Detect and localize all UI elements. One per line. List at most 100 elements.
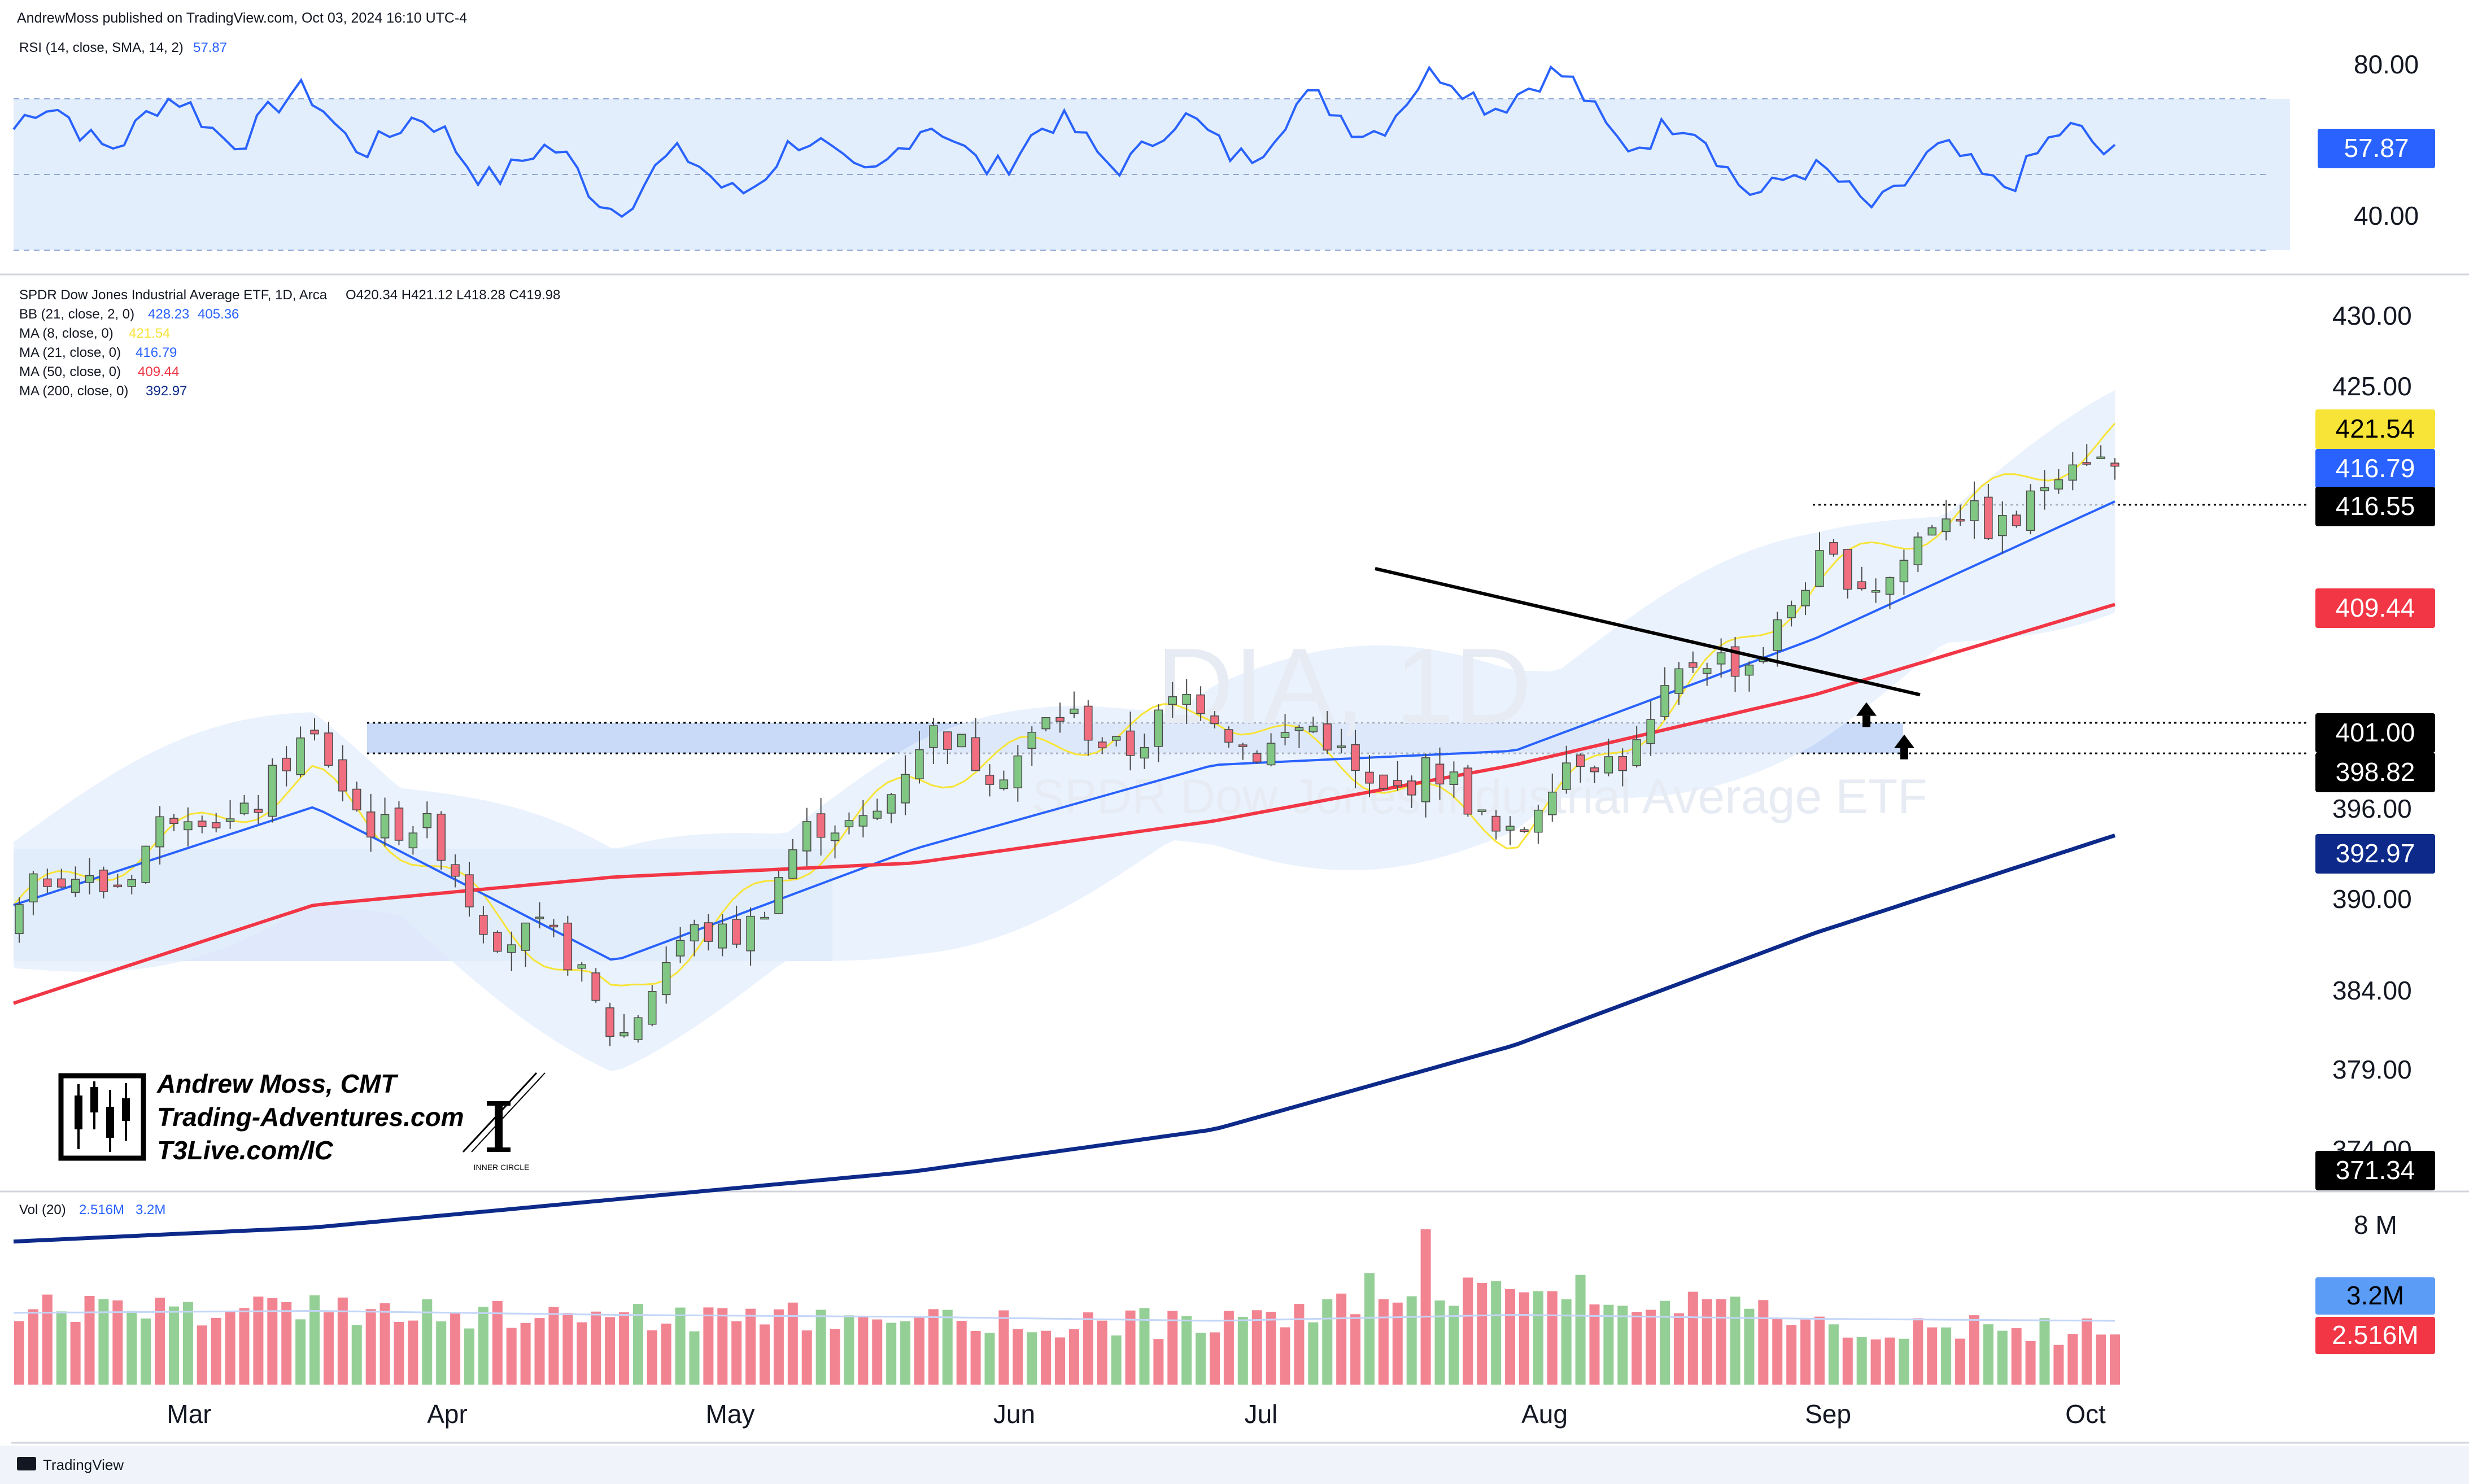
rsi-axis: 80.00 40.00 xyxy=(2354,50,2419,230)
ma8-legend-label: MA (8, close, 0) xyxy=(19,326,114,341)
candle-body xyxy=(71,879,80,893)
candle-body xyxy=(394,808,404,841)
volume-bar xyxy=(337,1297,348,1385)
volume-bar xyxy=(1955,1338,1966,1385)
candle-body xyxy=(2082,462,2091,465)
volume-bar xyxy=(1505,1289,1516,1385)
candle-body xyxy=(1182,693,1191,705)
volume-ma-line xyxy=(13,1310,2115,1322)
candle-body xyxy=(1224,729,1233,743)
volume-bar xyxy=(1758,1300,1769,1385)
bb-legend-upper: 428.23 xyxy=(148,307,189,322)
price-axis-label: 425.00 xyxy=(2332,372,2412,401)
volume-bar xyxy=(1308,1322,1319,1385)
price-legend: SPDR Dow Jones Industrial Average ETF, 1… xyxy=(19,287,560,399)
candle-body xyxy=(1744,664,1754,676)
candle-body xyxy=(2054,479,2064,490)
volume-bar xyxy=(1167,1311,1178,1385)
ma200-legend-value: 392.97 xyxy=(146,383,187,399)
candle-body xyxy=(1070,708,1079,714)
rsi-legend-value: 57.87 xyxy=(193,40,227,55)
volume-bar xyxy=(801,1330,812,1385)
volume-bar xyxy=(1856,1337,1867,1385)
candle-body xyxy=(366,811,376,838)
price-badges: 421.54 416.79 416.55 409.44 401.00 398.8… xyxy=(2315,409,2435,1190)
candle-body xyxy=(493,932,502,952)
candle-body xyxy=(1843,548,1852,590)
volume-bar xyxy=(1097,1320,1107,1385)
price-badge-ma21: 416.79 xyxy=(2315,449,2435,488)
svg-text:57.87: 57.87 xyxy=(2344,133,2409,163)
volume-bar xyxy=(1927,1327,1938,1385)
ma8-line xyxy=(12,422,2116,987)
volume-bar xyxy=(351,1325,362,1385)
time-label: May xyxy=(706,1399,755,1429)
candle-body xyxy=(1252,753,1262,763)
volume-bar xyxy=(2110,1334,2120,1385)
candle-body xyxy=(1590,767,1599,772)
candle-body xyxy=(563,922,573,971)
volume-bar xyxy=(126,1311,137,1385)
author-link: T3Live.com/IC xyxy=(157,1136,334,1165)
candle-body xyxy=(211,822,221,828)
volume-bar xyxy=(1589,1304,1600,1385)
volume-bar xyxy=(1828,1324,1839,1385)
volume-bar xyxy=(168,1306,179,1385)
candle-body xyxy=(1561,762,1571,790)
volume-bar xyxy=(534,1318,545,1385)
volume-bar xyxy=(1350,1314,1361,1385)
volume-bar xyxy=(787,1302,798,1385)
volume-bar xyxy=(1617,1306,1628,1385)
candle-body xyxy=(675,940,685,957)
volume-bar xyxy=(422,1299,433,1385)
svg-text:409.44: 409.44 xyxy=(2336,593,2415,622)
volume-bar xyxy=(84,1295,95,1385)
volume-bar xyxy=(1055,1337,1066,1385)
candle-body xyxy=(198,820,207,827)
price-axis-label: 390.00 xyxy=(2332,884,2412,914)
tradingview-footer-logo[interactable]: TradingView xyxy=(17,1456,124,1473)
candle-body xyxy=(1308,726,1318,732)
volume-bar xyxy=(1885,1337,1895,1385)
branding: Andrew Moss, CMT Trading-Adventures.com … xyxy=(58,1069,546,1172)
volume-bar xyxy=(1687,1291,1698,1385)
candle-body xyxy=(816,813,826,838)
trend-line xyxy=(1375,566,1921,697)
price-badge-resistance: 416.55 xyxy=(2315,487,2435,526)
price-axis-label: 379.00 xyxy=(2332,1055,2412,1084)
volume-bar xyxy=(2096,1334,2106,1385)
volume-axis-label: 8 M xyxy=(2354,1210,2397,1239)
candle-body xyxy=(2110,462,2119,467)
candle-body xyxy=(535,916,544,919)
rsi-line-group xyxy=(12,65,2116,218)
bb-legend-label: BB (21, close, 2, 0) xyxy=(19,307,134,322)
candle-body xyxy=(451,864,460,877)
candle-body xyxy=(1674,668,1683,694)
candle-body xyxy=(296,737,305,775)
candle-body xyxy=(99,870,108,892)
candle-body xyxy=(605,1007,614,1037)
bollinger-band xyxy=(14,390,2115,1071)
volume-bar xyxy=(1899,1338,1909,1385)
candle-body xyxy=(352,788,361,811)
candle-body xyxy=(324,732,333,766)
volume-bar xyxy=(56,1311,67,1385)
volume-bar xyxy=(562,1313,573,1385)
candle-body xyxy=(648,991,657,1025)
volume-bar xyxy=(2025,1341,2036,1385)
candle-body xyxy=(1111,736,1121,741)
volume-bar xyxy=(1266,1311,1276,1385)
candle-body xyxy=(718,923,727,949)
volume-bar xyxy=(1181,1316,1192,1385)
volume-legend-ma: 3.2M xyxy=(136,1202,165,1217)
volume-bar xyxy=(408,1320,418,1385)
candle-body xyxy=(943,731,952,750)
volume-bar xyxy=(309,1295,320,1385)
ma200-line xyxy=(13,833,2116,1244)
footer-bar xyxy=(0,1446,2469,1484)
candle-body xyxy=(1294,727,1304,731)
candle-body xyxy=(29,873,38,902)
candle-body xyxy=(830,832,840,841)
volume-bar xyxy=(464,1328,474,1385)
